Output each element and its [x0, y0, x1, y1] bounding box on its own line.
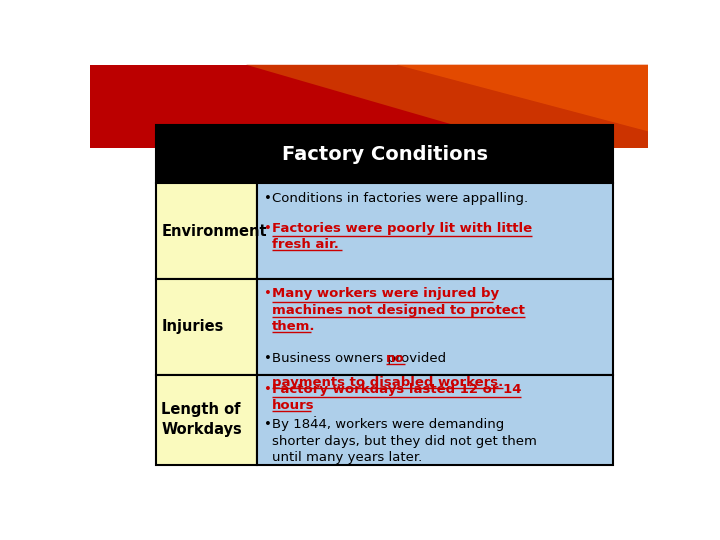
- Text: •: •: [264, 287, 272, 300]
- FancyBboxPatch shape: [258, 279, 613, 375]
- Text: Business owners provided: Business owners provided: [272, 352, 450, 365]
- FancyBboxPatch shape: [156, 375, 258, 465]
- FancyBboxPatch shape: [258, 375, 613, 465]
- Text: Many workers were injured by
machines not designed to protect
them.: Many workers were injured by machines no…: [272, 287, 525, 333]
- Polygon shape: [246, 65, 648, 181]
- FancyBboxPatch shape: [90, 65, 648, 156]
- Text: •: •: [264, 352, 272, 365]
- Text: Factory Conditions: Factory Conditions: [282, 145, 487, 164]
- Text: .: .: [312, 407, 317, 420]
- Text: payments to disabled workers.: payments to disabled workers.: [272, 376, 503, 389]
- Text: Factory workdays lasted 12 or 14
hours: Factory workdays lasted 12 or 14 hours: [272, 383, 521, 413]
- Polygon shape: [397, 65, 648, 131]
- Text: Conditions in factories were appalling.: Conditions in factories were appalling.: [272, 192, 528, 205]
- Text: •: •: [264, 192, 272, 205]
- Text: Environment: Environment: [161, 224, 267, 239]
- FancyBboxPatch shape: [156, 183, 258, 279]
- FancyBboxPatch shape: [90, 148, 648, 481]
- Text: no: no: [387, 352, 405, 365]
- FancyBboxPatch shape: [258, 183, 613, 279]
- Text: •: •: [264, 418, 272, 431]
- Text: Injuries: Injuries: [161, 319, 224, 334]
- Text: Length of
Workdays: Length of Workdays: [161, 402, 242, 437]
- Text: •: •: [264, 383, 272, 396]
- Text: By 1844, workers were demanding
shorter days, but they did not get them
until ma: By 1844, workers were demanding shorter …: [272, 418, 537, 464]
- FancyBboxPatch shape: [156, 125, 613, 183]
- FancyBboxPatch shape: [156, 279, 258, 375]
- Text: •: •: [264, 222, 272, 235]
- Text: Factories were poorly lit with little
fresh air.: Factories were poorly lit with little fr…: [272, 222, 532, 252]
